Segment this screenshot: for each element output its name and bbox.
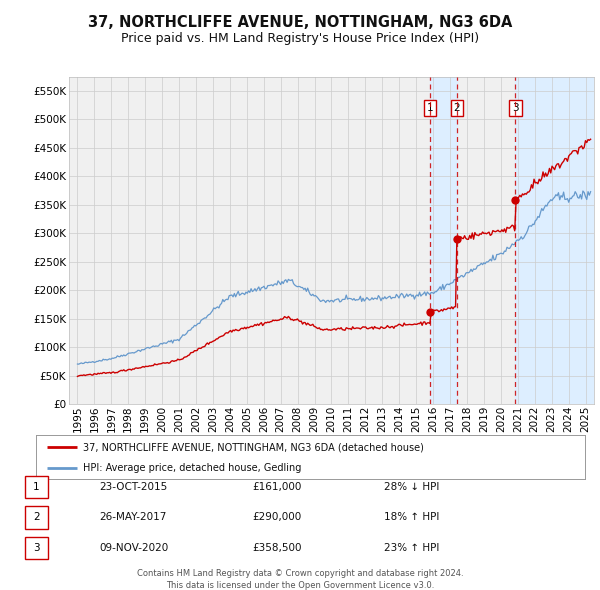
Text: 23-OCT-2015: 23-OCT-2015 [99,482,167,491]
Text: 3: 3 [512,103,519,113]
Text: 28% ↓ HPI: 28% ↓ HPI [384,482,439,491]
Text: This data is licensed under the Open Government Licence v3.0.: This data is licensed under the Open Gov… [166,581,434,590]
Text: 3: 3 [33,543,40,553]
Text: 1: 1 [427,103,433,113]
Text: 26-MAY-2017: 26-MAY-2017 [99,513,166,522]
Text: 2: 2 [33,513,40,522]
Text: Contains HM Land Registry data © Crown copyright and database right 2024.: Contains HM Land Registry data © Crown c… [137,569,463,578]
Text: 37, NORTHCLIFFE AVENUE, NOTTINGHAM, NG3 6DA: 37, NORTHCLIFFE AVENUE, NOTTINGHAM, NG3 … [88,15,512,30]
Text: £161,000: £161,000 [252,482,301,491]
Text: 1: 1 [33,482,40,491]
Text: £358,500: £358,500 [252,543,302,553]
Text: 09-NOV-2020: 09-NOV-2020 [99,543,168,553]
Text: 18% ↑ HPI: 18% ↑ HPI [384,513,439,522]
Text: 37, NORTHCLIFFE AVENUE, NOTTINGHAM, NG3 6DA (detached house): 37, NORTHCLIFFE AVENUE, NOTTINGHAM, NG3 … [83,442,424,452]
Bar [430,77,457,404]
Bar [515,77,600,404]
Text: Price paid vs. HM Land Registry's House Price Index (HPI): Price paid vs. HM Land Registry's House … [121,32,479,45]
Text: 2: 2 [454,103,460,113]
Text: £290,000: £290,000 [252,513,301,522]
Text: 23% ↑ HPI: 23% ↑ HPI [384,543,439,553]
Text: HPI: Average price, detached house, Gedling: HPI: Average price, detached house, Gedl… [83,463,301,473]
